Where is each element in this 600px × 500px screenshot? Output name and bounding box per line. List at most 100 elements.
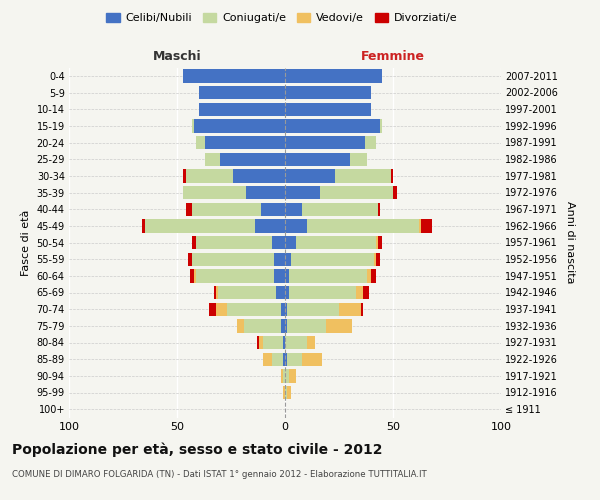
- Bar: [285, 336, 307, 349]
- Bar: [214, 286, 216, 299]
- Bar: [199, 86, 285, 99]
- Bar: [255, 219, 285, 232]
- Bar: [287, 352, 302, 366]
- Bar: [302, 352, 322, 366]
- Bar: [192, 236, 196, 249]
- Bar: [419, 219, 421, 232]
- Bar: [199, 102, 285, 116]
- Bar: [205, 136, 285, 149]
- Bar: [285, 352, 287, 366]
- Bar: [285, 202, 302, 216]
- Bar: [367, 269, 371, 282]
- Bar: [263, 352, 272, 366]
- Bar: [194, 119, 285, 132]
- Bar: [380, 119, 382, 132]
- Bar: [272, 352, 283, 366]
- Bar: [205, 152, 220, 166]
- Bar: [272, 236, 285, 249]
- Bar: [218, 286, 277, 299]
- Bar: [283, 352, 285, 366]
- Bar: [274, 252, 285, 266]
- Bar: [261, 202, 285, 216]
- Text: Femmine: Femmine: [361, 50, 425, 62]
- Bar: [142, 219, 145, 232]
- Bar: [257, 336, 259, 349]
- Bar: [361, 302, 363, 316]
- Bar: [192, 119, 194, 132]
- Bar: [393, 186, 397, 199]
- Bar: [339, 302, 361, 316]
- Bar: [350, 152, 367, 166]
- Bar: [192, 252, 274, 266]
- Bar: [378, 202, 380, 216]
- Bar: [285, 236, 296, 249]
- Bar: [285, 86, 371, 99]
- Bar: [277, 286, 285, 299]
- Bar: [307, 219, 419, 232]
- Bar: [356, 286, 363, 299]
- Bar: [287, 319, 326, 332]
- Bar: [376, 252, 380, 266]
- Bar: [145, 219, 255, 232]
- Text: Maschi: Maschi: [152, 50, 202, 62]
- Bar: [246, 186, 285, 199]
- Bar: [285, 119, 380, 132]
- Bar: [184, 186, 246, 199]
- Legend: Celibi/Nubili, Coniugati/e, Vedovi/e, Divorziati/e: Celibi/Nubili, Coniugati/e, Vedovi/e, Di…: [102, 8, 462, 28]
- Bar: [287, 386, 292, 399]
- Bar: [292, 252, 374, 266]
- Bar: [374, 252, 376, 266]
- Bar: [281, 302, 285, 316]
- Bar: [289, 286, 356, 299]
- Text: COMUNE DI DIMARO FOLGARIDA (TN) - Dati ISTAT 1° gennaio 2012 - Elaborazione TUTT: COMUNE DI DIMARO FOLGARIDA (TN) - Dati I…: [12, 470, 427, 479]
- Bar: [216, 302, 227, 316]
- Bar: [285, 319, 287, 332]
- Bar: [281, 319, 285, 332]
- Bar: [307, 336, 315, 349]
- Bar: [188, 252, 192, 266]
- Bar: [326, 319, 352, 332]
- Bar: [209, 302, 216, 316]
- Bar: [285, 69, 382, 82]
- Bar: [289, 269, 367, 282]
- Bar: [378, 236, 382, 249]
- Y-axis label: Fasce di età: Fasce di età: [21, 210, 31, 276]
- Bar: [263, 336, 283, 349]
- Bar: [285, 369, 289, 382]
- Bar: [185, 202, 192, 216]
- Bar: [287, 302, 339, 316]
- Bar: [363, 286, 369, 299]
- Bar: [285, 102, 371, 116]
- Bar: [335, 169, 391, 182]
- Bar: [285, 269, 289, 282]
- Bar: [238, 319, 244, 332]
- Bar: [259, 336, 263, 349]
- Bar: [285, 302, 287, 316]
- Bar: [196, 136, 205, 149]
- Bar: [281, 369, 283, 382]
- Bar: [283, 336, 285, 349]
- Bar: [184, 69, 285, 82]
- Bar: [216, 286, 218, 299]
- Bar: [227, 302, 281, 316]
- Bar: [289, 369, 296, 382]
- Bar: [283, 369, 285, 382]
- Bar: [391, 169, 393, 182]
- Bar: [185, 169, 233, 182]
- Bar: [190, 269, 194, 282]
- Bar: [320, 186, 393, 199]
- Bar: [192, 202, 261, 216]
- Bar: [283, 386, 285, 399]
- Bar: [285, 136, 365, 149]
- Bar: [285, 169, 335, 182]
- Bar: [220, 152, 285, 166]
- Bar: [285, 219, 307, 232]
- Bar: [196, 236, 272, 249]
- Bar: [365, 136, 376, 149]
- Bar: [184, 169, 185, 182]
- Bar: [376, 236, 378, 249]
- Bar: [285, 386, 287, 399]
- Bar: [285, 152, 350, 166]
- Y-axis label: Anni di nascita: Anni di nascita: [565, 201, 575, 283]
- Bar: [421, 219, 432, 232]
